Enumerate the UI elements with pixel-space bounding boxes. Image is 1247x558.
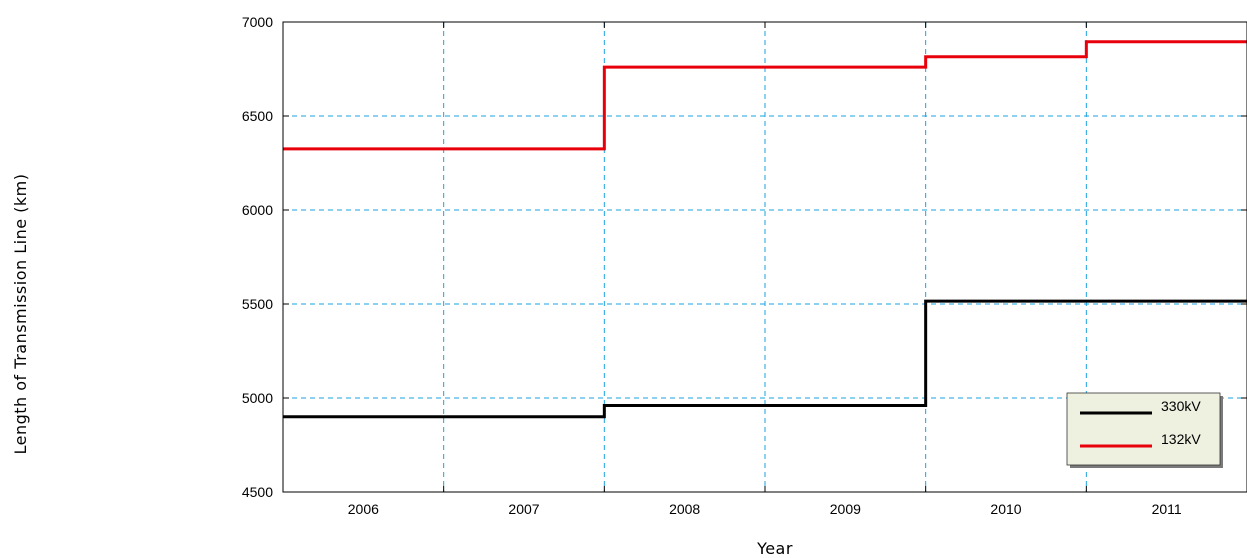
x-tick-label: 2008 <box>669 501 700 517</box>
x-tick-label: 2009 <box>830 501 861 517</box>
series-line-132kv <box>283 40 1247 151</box>
x-tick-label: 2006 <box>348 501 379 517</box>
y-tick-label: 5500 <box>242 296 273 312</box>
x-tick-label: 2010 <box>990 501 1021 517</box>
y-axis-title: Length of Transmission Line (km) <box>11 174 30 455</box>
y-tick-label: 7000 <box>242 14 273 30</box>
series-line-330kv <box>283 299 1247 419</box>
legend-label: 330kV <box>1161 398 1201 414</box>
y-tick-label: 4500 <box>242 484 273 500</box>
x-axis-title: Year <box>756 539 793 558</box>
x-tick-label: 2011 <box>1152 501 1182 517</box>
y-tick-label: 6000 <box>242 202 273 218</box>
series-layer <box>283 40 1247 419</box>
legend-box <box>1066 392 1221 466</box>
legend-label: 132kV <box>1161 431 1201 447</box>
legend: 330kV 132kV <box>1066 392 1223 468</box>
y-tick-label: 5000 <box>242 390 273 406</box>
y-tick-label: 6500 <box>242 108 273 124</box>
x-tick-label: 2007 <box>508 501 539 517</box>
axis-ticks: 4500 5000 5500 6000 6500 7000 2006 2007 2008 2009… <box>242 14 1247 517</box>
